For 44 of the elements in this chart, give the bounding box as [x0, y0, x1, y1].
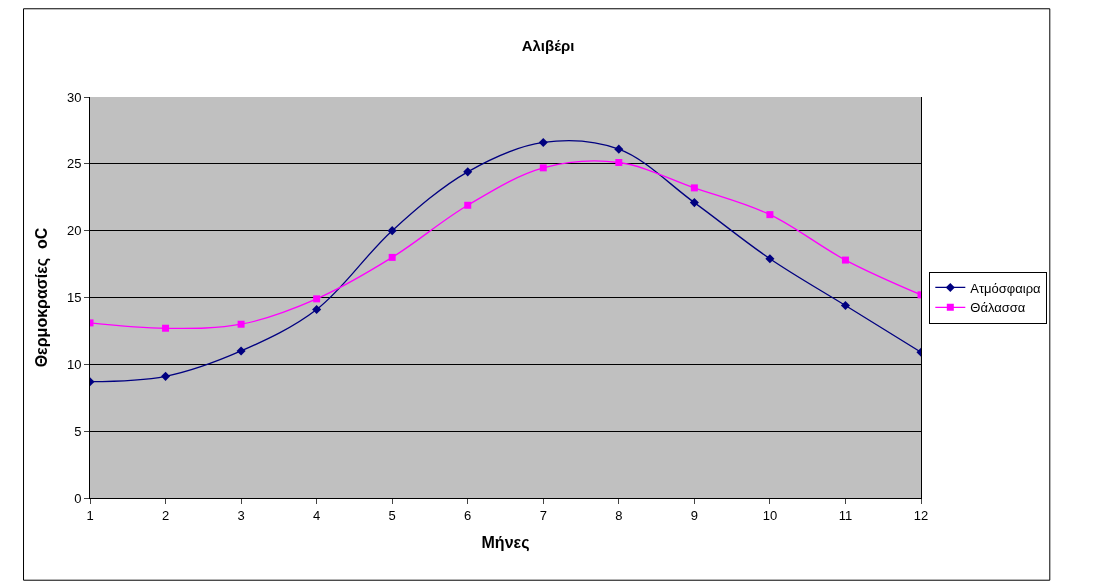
- y-tick-label: 5: [74, 423, 82, 439]
- point: [313, 295, 321, 303]
- y-axis-title: Θερμοκρασίες oC: [32, 227, 51, 368]
- point: [689, 198, 699, 208]
- point: [388, 253, 396, 261]
- x-tick-label: 5: [388, 507, 396, 523]
- point: [464, 201, 472, 209]
- x-tick-label: 3: [237, 507, 245, 523]
- point: [161, 371, 171, 381]
- y-tick-label: 30: [66, 89, 82, 105]
- point: [840, 300, 850, 311]
- point: [766, 211, 774, 219]
- x-tick-label: 4: [313, 507, 321, 523]
- point: [236, 346, 246, 356]
- point: [615, 159, 623, 166]
- x-tick-label: 8: [615, 507, 623, 523]
- x-tick-label: 12: [913, 507, 929, 523]
- point: [538, 137, 548, 147]
- x-tick-label: 2: [161, 507, 170, 523]
- x-tick-label: 7: [539, 507, 547, 523]
- y-tick-label: 20: [66, 223, 82, 239]
- x-tick-label: 10: [762, 507, 778, 523]
- point: [690, 184, 698, 192]
- chart-title: Αλιβέρι: [521, 37, 575, 55]
- point: [463, 167, 473, 177]
- y-tick-label: 25: [66, 156, 82, 172]
- point: [387, 226, 397, 236]
- legend-label: Θάλασσα: [970, 300, 1026, 316]
- point: [614, 144, 624, 154]
- point: [312, 304, 322, 315]
- x-tick-label: 9: [690, 507, 698, 523]
- point: [237, 320, 245, 328]
- y-tick-label: 0: [74, 490, 82, 506]
- y-tick-label: 15: [66, 290, 82, 306]
- x-tick-label: 6: [464, 507, 472, 523]
- x-tick-label: 11: [838, 507, 853, 523]
- point: [162, 324, 170, 332]
- x-tick-label: 1: [86, 507, 94, 523]
- point: [539, 164, 547, 172]
- point: [841, 256, 849, 264]
- y-tick-label: 10: [66, 356, 82, 372]
- point: [765, 254, 775, 264]
- legend-label: Ατμόσφαιρα: [970, 280, 1042, 296]
- x-axis-title: Μήνες: [481, 534, 530, 553]
